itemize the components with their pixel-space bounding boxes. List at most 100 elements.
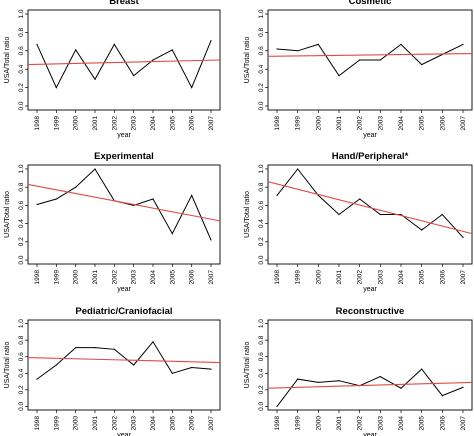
x-tick-label: 2001 <box>336 270 343 285</box>
data-point <box>94 78 96 80</box>
x-axis-label: year <box>117 432 131 436</box>
plot-frame <box>267 9 473 111</box>
data-point <box>462 236 464 238</box>
x-axis-label: year <box>117 132 131 139</box>
trend-line <box>27 356 221 364</box>
x-tick-label: 2000 <box>315 116 322 131</box>
x-tick-label: 1999 <box>53 270 60 285</box>
x-tick-label: 2006 <box>189 416 196 431</box>
data-point <box>379 59 381 61</box>
x-axis-label: year <box>117 286 131 293</box>
trend-line <box>267 53 473 57</box>
trend-line <box>27 183 221 222</box>
x-tick-label: 2005 <box>169 116 176 131</box>
y-tick-label: 0.8 <box>18 182 25 191</box>
x-tick-label: 2000 <box>73 416 80 431</box>
x-tick-label: 1998 <box>274 116 281 131</box>
y-tick-label: 1.0 <box>258 164 265 173</box>
data-point <box>338 213 340 216</box>
y-tick-label: 0.0 <box>258 255 265 264</box>
data-point <box>191 87 193 89</box>
data-point <box>400 387 402 389</box>
y-tick-label: 0.0 <box>258 402 265 411</box>
y-axis-label: USA/Total ratio <box>4 191 11 238</box>
data-point <box>75 186 77 188</box>
data-point <box>297 168 299 170</box>
x-axis-label: year <box>363 132 377 139</box>
x-tick-label: 2005 <box>419 270 426 285</box>
data-point <box>317 43 319 45</box>
x-tick-label: 2001 <box>92 416 99 431</box>
data-series-line <box>36 40 212 89</box>
x-tick-label: 2003 <box>131 116 138 131</box>
data-point <box>210 40 212 42</box>
y-tick-label: 0.0 <box>18 402 25 411</box>
x-tick-label: 2005 <box>419 416 426 431</box>
y-tick-label: 1.0 <box>18 164 25 173</box>
data-point <box>400 213 402 216</box>
panel-experimental: Experimental 0.0 0.2 0.4 0.6 0.8 1.0 1998 1999 20… <box>4 151 221 293</box>
data-series-line <box>276 43 464 77</box>
data-point <box>297 378 299 380</box>
trend-line <box>267 381 473 389</box>
x-tick-label: 2007 <box>208 416 215 431</box>
panel-title: Pediatric/Craniofacial <box>75 306 172 317</box>
data-point <box>36 378 38 380</box>
x-tick-label: 2002 <box>357 116 364 131</box>
x-axis-label: year <box>363 286 377 293</box>
y-tick-label: 0.0 <box>258 101 265 110</box>
x-tick-label: 2000 <box>73 116 80 131</box>
data-point <box>338 75 340 77</box>
data-series-line <box>36 340 212 380</box>
data-point <box>359 59 361 61</box>
x-tick-label: 2003 <box>377 270 384 285</box>
data-series-line <box>276 368 464 407</box>
data-point <box>36 43 38 45</box>
data-point <box>276 48 278 50</box>
x-tick-label: 2005 <box>169 416 176 431</box>
x-tick-label: 2001 <box>92 116 99 131</box>
x-tick-label: 2006 <box>439 270 446 285</box>
x-tick-label: 1998 <box>34 116 41 131</box>
data-point <box>171 49 173 51</box>
plot-frame <box>27 164 221 265</box>
data-point <box>359 198 361 200</box>
data-point <box>421 229 423 231</box>
panel-cosmetic: Cosmetic 0.0 0.2 0.4 0.6 0.8 1.0 1998 1999 2000 20… <box>244 0 473 139</box>
x-tick-label: 2005 <box>169 270 176 285</box>
data-point <box>152 59 154 61</box>
x-tick-label: 1999 <box>295 416 302 431</box>
y-tick-label: 1.0 <box>258 9 265 18</box>
data-point <box>441 213 443 216</box>
trend-line <box>267 181 473 235</box>
data-point <box>297 50 299 52</box>
y-tick-label: 0.8 <box>18 28 25 37</box>
x-tick-label: 2001 <box>336 416 343 431</box>
data-point <box>75 49 77 51</box>
x-tick-label: 2004 <box>150 116 157 131</box>
x-tick-label: 1999 <box>295 116 302 131</box>
x-tick-label: 2004 <box>150 270 157 285</box>
y-axis-label: USA/Total ratio <box>4 37 11 84</box>
data-point <box>317 381 319 383</box>
x-tick-label: 2002 <box>111 116 118 131</box>
panel-reconstructive: Reconstructive 0.0 0.2 0.4 0.6 0.8 1.0 1998 1999… <box>244 306 473 436</box>
plot-frame <box>267 319 473 411</box>
data-point <box>210 368 212 370</box>
data-point <box>133 364 135 366</box>
panel-title: Experimental <box>94 151 154 162</box>
data-point <box>379 375 381 378</box>
panel-title: Cosmetic <box>349 0 392 7</box>
y-tick-label: 0.4 <box>258 368 265 377</box>
x-tick-label: 2004 <box>398 270 405 285</box>
y-tick-label: 0.6 <box>258 200 265 209</box>
panel-pediatric-craniofacial: Pediatric/Craniofacial 0.0 0.2 0.4 0.6 0.8 1.0… <box>4 306 221 436</box>
x-tick-label: 2002 <box>111 416 118 431</box>
data-point <box>338 380 340 382</box>
data-point <box>276 405 278 407</box>
y-tick-label: 0.4 <box>258 219 265 228</box>
panel-breast: Breast 0.0 0.2 0.4 0.6 0.8 1.0 1998 1999 2000 2001… <box>4 0 221 139</box>
data-point <box>55 87 57 89</box>
panel-title: Hand/Peripheral* <box>332 151 409 162</box>
